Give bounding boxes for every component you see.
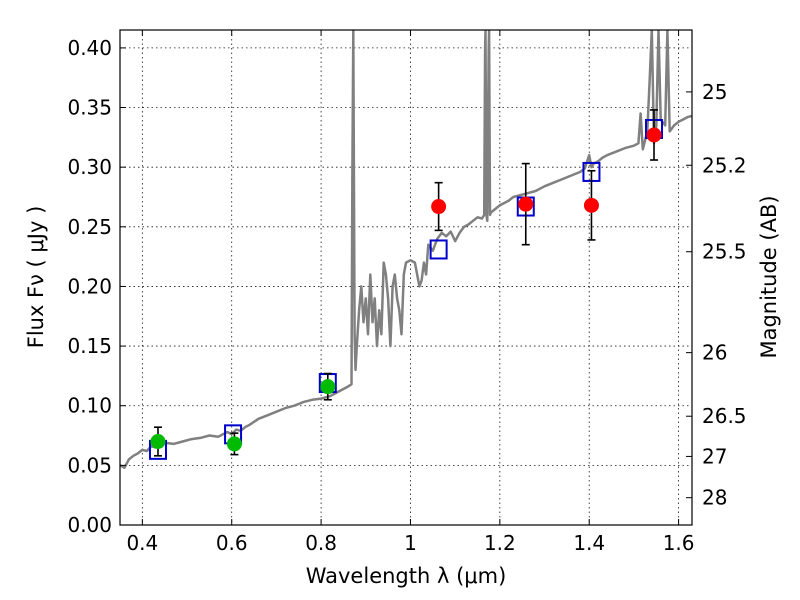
right-tick-label: 26.5 xyxy=(702,404,747,428)
spectrum-line xyxy=(120,30,692,469)
nir-photometry-point xyxy=(431,199,447,215)
right-tick-label: 25 xyxy=(702,80,727,104)
optical-photometry-point xyxy=(320,379,336,395)
model-photometry-square xyxy=(429,239,448,260)
plot-frame xyxy=(119,29,693,526)
x-tick-label: 1.2 xyxy=(484,531,516,555)
right-tick-label: 25.5 xyxy=(702,240,747,264)
y-tick-label: 0.15 xyxy=(67,334,112,358)
optical-photometry-point xyxy=(226,436,242,452)
x-tick-label: 0.8 xyxy=(305,531,337,555)
x-tick-label: 0.6 xyxy=(216,531,248,555)
y-tick-label: 0.20 xyxy=(67,274,112,298)
data-markers xyxy=(148,109,664,460)
nir-photometry-point xyxy=(518,196,534,212)
y-axis-label: Flux Fν ( μJy ) xyxy=(24,206,48,349)
right-axis-label: Magnitude (AB) xyxy=(757,195,781,358)
x-tick-label: 1 xyxy=(404,531,417,555)
y-tick-label: 0.05 xyxy=(67,453,112,477)
x-tick-label: 1.4 xyxy=(573,531,605,555)
x-axis-label: Wavelength λ (μm) xyxy=(306,564,507,588)
grid-lines xyxy=(120,30,692,525)
y-tick-label: 0.40 xyxy=(67,36,112,60)
right-tick-label: 26 xyxy=(702,341,727,365)
axis-ticks: 0.4 0.6 0.8 1 1.2 1.4 1.6 0.00 0.05 0.10 0.15 0.20 0… xyxy=(67,30,747,555)
x-tick-label: 0.4 xyxy=(126,531,158,555)
right-tick-label: 27 xyxy=(702,444,727,468)
right-tick-label: 25.2 xyxy=(702,153,747,177)
plot-area xyxy=(120,30,692,469)
y-tick-label: 0.35 xyxy=(67,96,112,120)
y-tick-label: 0.25 xyxy=(67,215,112,239)
y-tick-label: 0.30 xyxy=(67,155,112,179)
right-tick-label: 28 xyxy=(702,486,727,510)
y-tick-label: 0.10 xyxy=(67,394,112,418)
nir-photometry-point xyxy=(646,127,662,143)
y-tick-label: 0.00 xyxy=(67,513,112,537)
optical-photometry-point xyxy=(150,434,166,450)
x-tick-label: 1.6 xyxy=(663,531,695,555)
nir-photometry-point xyxy=(583,197,599,213)
